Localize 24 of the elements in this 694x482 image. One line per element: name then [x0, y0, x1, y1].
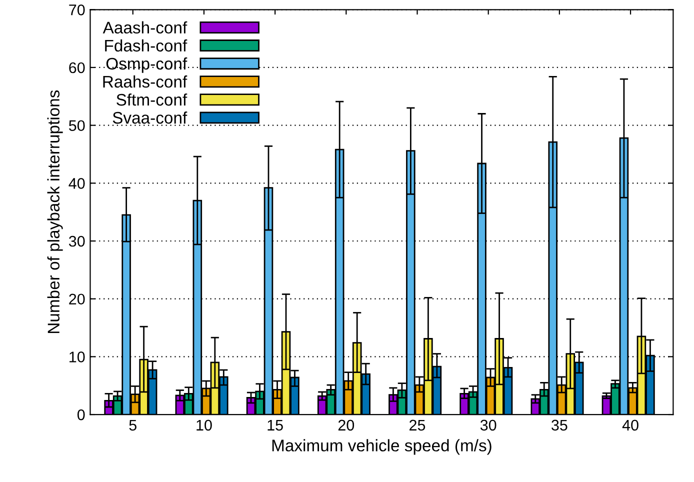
- legend-label: Aaash-conf: [102, 21, 188, 34]
- x-tick-label: 30: [480, 420, 496, 431]
- y-tick-label: 0: [77, 409, 85, 420]
- x-tick-label: 5: [129, 420, 136, 431]
- legend-label: Svaa-conf: [112, 112, 188, 124]
- y-axis-title: Number of playback interruptions: [47, 90, 63, 333]
- y-tick-label: 40: [68, 178, 85, 189]
- legend-label: Sftm-conf: [116, 93, 188, 106]
- y-tick-label: 20: [69, 294, 85, 305]
- x-tick-label: 20: [338, 420, 354, 431]
- legend-label: Raahs-conf: [103, 75, 188, 88]
- x-tick-label: 35: [552, 420, 568, 431]
- x-tick-label: 40: [622, 420, 638, 431]
- y-tick-label: 60: [69, 62, 85, 74]
- y-tick-label: 50: [68, 120, 85, 132]
- y-tick-label: 10: [70, 352, 85, 362]
- legend-label: Osmp-conf: [106, 57, 188, 73]
- x-tick-label: 10: [196, 420, 212, 431]
- legend-label: Fdash-conf: [105, 39, 188, 52]
- y-tick-label: 70: [69, 4, 85, 16]
- x-tick-label: 15: [268, 420, 283, 431]
- y-tick-label: 30: [68, 236, 85, 247]
- x-tick-label: 25: [410, 420, 426, 431]
- x-axis-title: Maximum vehicle speed (m/s): [272, 439, 492, 455]
